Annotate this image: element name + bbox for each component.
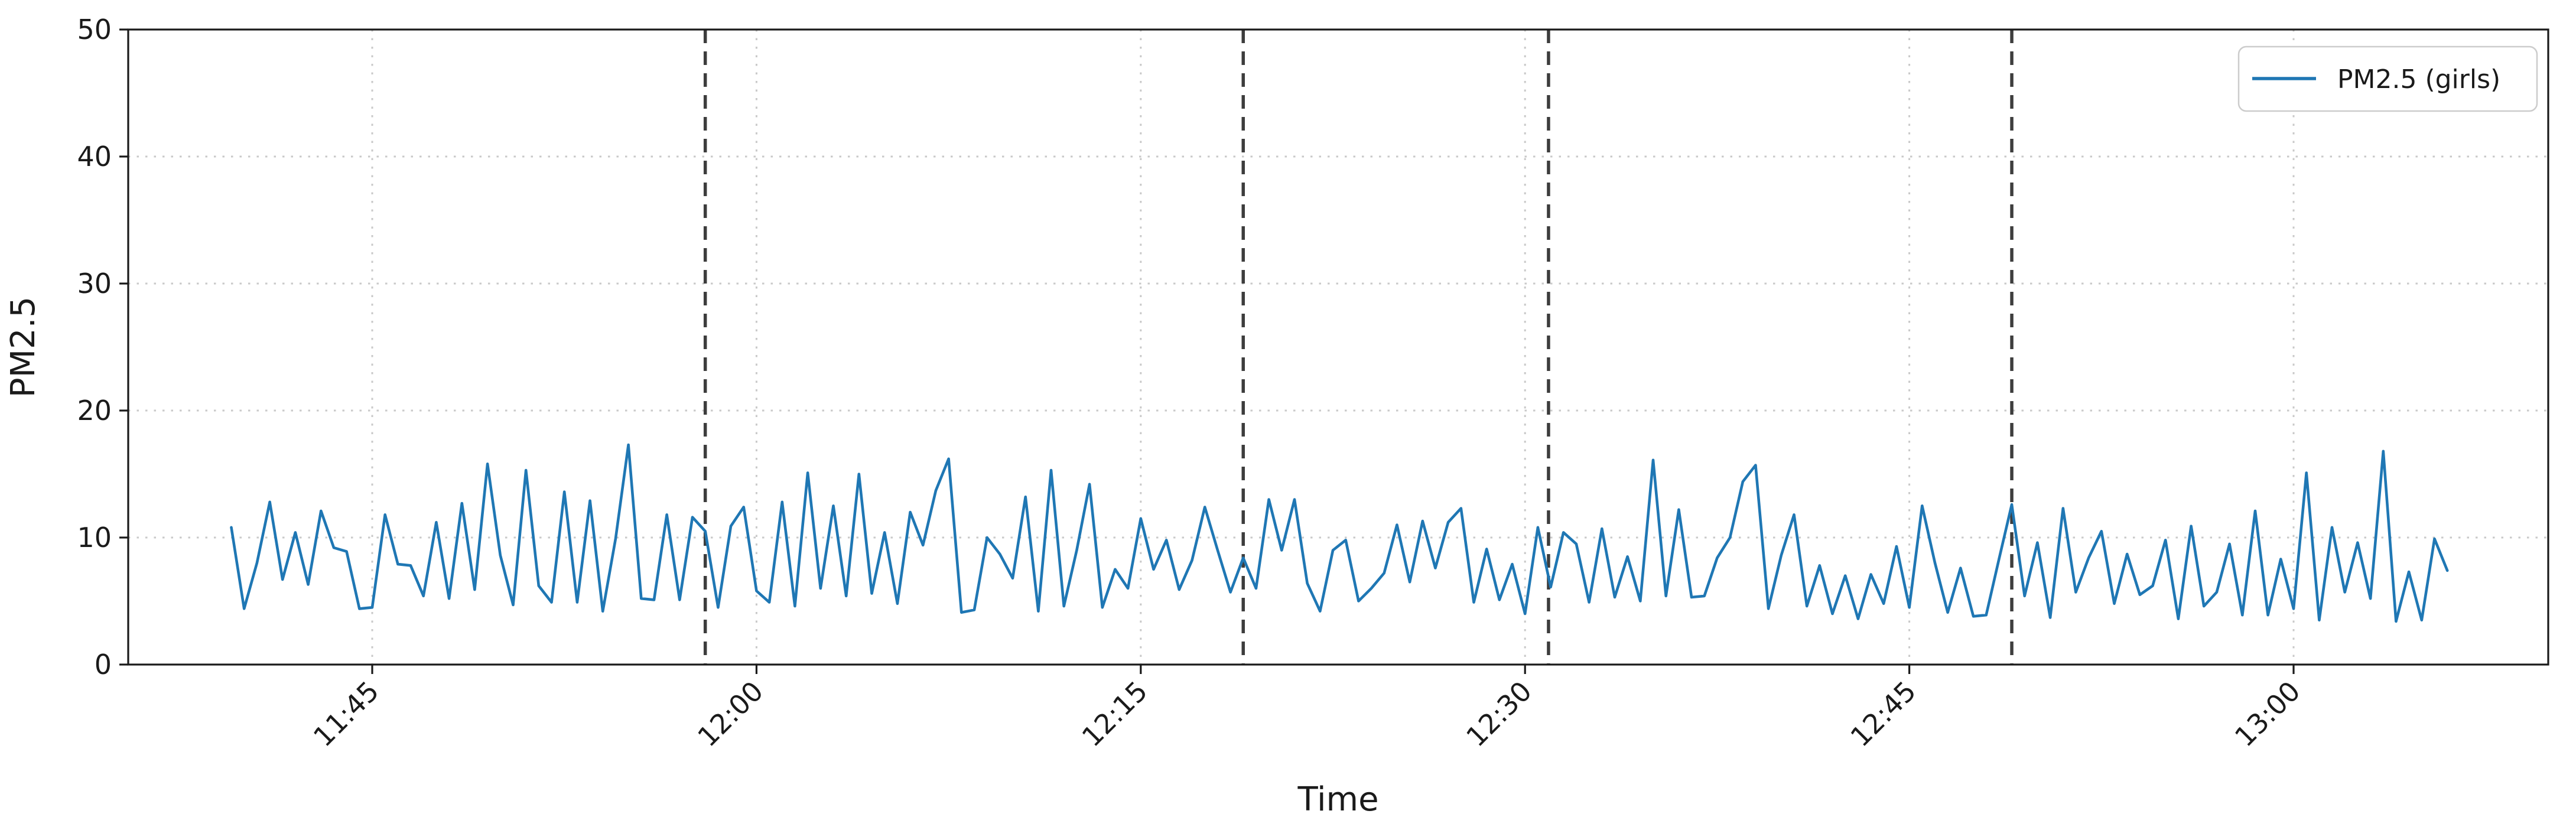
x-tick-label: 11:45	[307, 675, 385, 753]
x-tick-label: 13:00	[2229, 675, 2307, 753]
x-tick-label: 12:45	[1844, 675, 1922, 753]
y-axis-label: PM2.5	[4, 297, 43, 398]
y-tick-label: 10	[77, 522, 112, 553]
x-tick-label: 12:00	[691, 675, 769, 753]
y-tick-label: 0	[95, 649, 112, 681]
y-tick-label: 20	[77, 395, 112, 426]
legend-box	[2237, 45, 2538, 112]
plot-box-spines	[127, 28, 2549, 666]
y-tick-label: 40	[77, 141, 112, 172]
legend-label: PM2.5 (girls)	[2337, 64, 2500, 95]
y-tick-label: 30	[77, 268, 112, 299]
pm25-series-line	[230, 443, 2449, 623]
x-tick-label: 12:15	[1076, 675, 1154, 753]
x-tick-label: 12:30	[1460, 675, 1538, 753]
y-tick-label: 50	[77, 14, 112, 45]
x-axis-label: Time	[1297, 780, 1378, 819]
